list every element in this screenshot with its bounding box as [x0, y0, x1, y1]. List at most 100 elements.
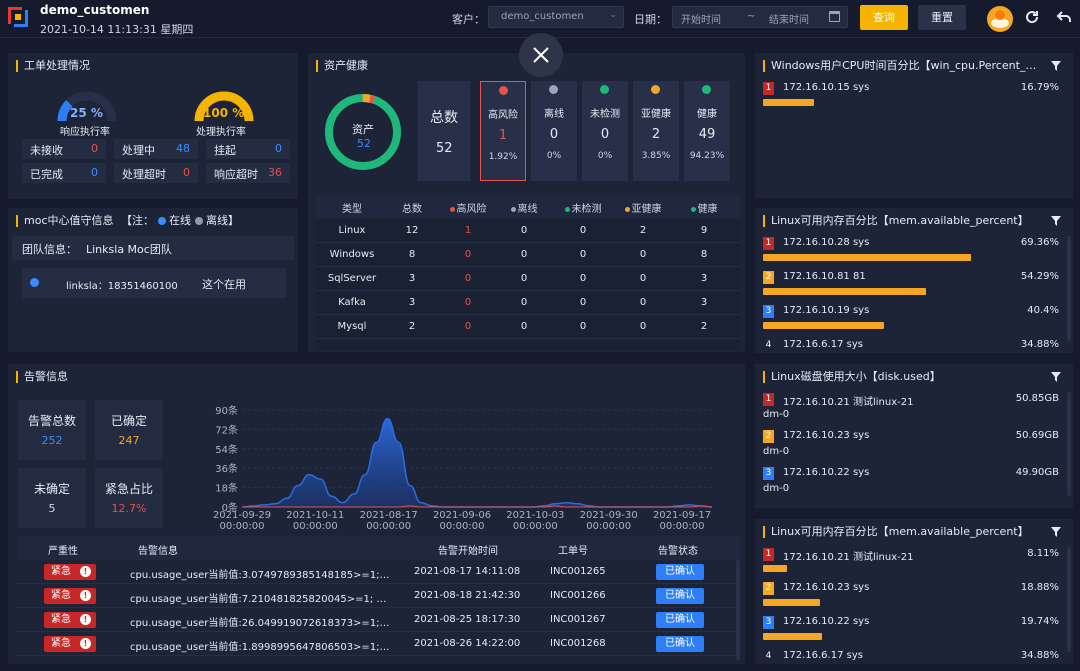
metric-panel-title: Windows用户CPU时间百分比【win_cpu.Percent_User_T…: [763, 60, 1041, 72]
oncall-member-card[interactable]: linksla：18351460100 这个在用: [22, 268, 286, 298]
ticket-stat-value: 0: [183, 166, 190, 179]
alert-area-series: [242, 418, 712, 507]
asset-table-cell: 1: [464, 225, 472, 236]
member-online-dot-icon: [30, 278, 39, 287]
customer-select[interactable]: demo_customen ⌄: [488, 6, 624, 28]
list-item[interactable]: 3 172.16.10.22 sys 49.90GB dm-0: [763, 466, 1065, 503]
alert-status-button[interactable]: 已确认: [656, 612, 704, 628]
start-date-input[interactable]: 开始时间: [681, 15, 721, 26]
ticket-number[interactable]: INC001268: [550, 638, 606, 649]
asset-table-header-label: 离线: [517, 204, 538, 215]
asset-table-cell: 0: [639, 297, 647, 308]
list-item[interactable]: 2 172.16.10.81 81 54.29%: [763, 270, 1065, 304]
rank-badge: 2: [763, 271, 774, 284]
ticket-number[interactable]: INC001265: [550, 566, 606, 577]
ticket-stat-item[interactable]: 未接收 0: [22, 139, 106, 159]
alert-stat-value: 247: [118, 434, 140, 447]
asset-table-cell: 3: [408, 273, 416, 284]
asset-status-card[interactable]: 健康 49 94.23%: [684, 81, 730, 181]
alert-stat-card[interactable]: 未确定 5: [18, 468, 86, 528]
host-name: 172.16.10.23 sys: [783, 582, 870, 593]
table-row[interactable]: Mysql 2 0 0 0 0 2: [316, 315, 740, 339]
list-item[interactable]: 3 172.16.10.22 sys 19.74%: [763, 615, 1065, 649]
metric-value: 18.88%: [1020, 582, 1059, 593]
filter-icon[interactable]: [1051, 61, 1061, 71]
table-row[interactable]: 紧急! cpu.usage_user当前值:26.049919072618373>…: [18, 608, 740, 632]
reset-button[interactable]: 重置: [918, 5, 966, 30]
y-tick-label: 36条: [215, 462, 238, 475]
ticket-stat-value: 0: [91, 166, 98, 179]
list-item[interactable]: 4 172.16.6.17 sys 34.88%: [763, 338, 1065, 353]
asset-status-card[interactable]: 离线 0 0%: [531, 81, 577, 181]
ticket-stat-label: 未接收: [30, 144, 63, 157]
refresh-icon[interactable]: [1024, 9, 1040, 25]
end-date-input[interactable]: 结束时间: [769, 15, 809, 26]
oncall-legend-offline: 离线】: [206, 214, 239, 227]
query-button[interactable]: 查询: [860, 5, 908, 30]
asset-table-cell: 0: [639, 321, 647, 332]
alert-status-button[interactable]: 已确认: [656, 564, 704, 580]
table-row[interactable]: Kafka 3 0 0 0 0 3: [316, 291, 740, 315]
oncall-legend-prefix: 【注：: [121, 214, 154, 227]
list-item[interactable]: 1 172.16.10.15 sys 16.79%: [763, 81, 1065, 115]
asset-status-card[interactable]: 未检测 0 0%: [582, 81, 628, 181]
calendar-icon: [829, 11, 840, 22]
host-name: 172.16.10.21 测试linux-21: [783, 552, 914, 563]
scrollbar[interactable]: [1067, 547, 1071, 652]
host-name: 172.16.6.17 sys: [783, 650, 863, 661]
alert-status-button[interactable]: 已确认: [656, 636, 704, 652]
metric-value: 50.69GB: [1015, 430, 1059, 441]
table-row[interactable]: 紧急! cpu.usage_user当前值:7.210481825820045>=…: [18, 584, 740, 608]
asset-donut-chart: [322, 91, 404, 173]
list-item[interactable]: 1 172.16.10.28 sys 69.36%: [763, 236, 1065, 270]
asset-table-cell: Linux: [338, 225, 366, 236]
list-item[interactable]: 1 172.16.10.21 测试linux-21 8.11%: [763, 547, 1065, 581]
alert-status-button[interactable]: 已确认: [656, 588, 704, 604]
asset-table-header-cell: 未检测: [553, 200, 613, 215]
x-tick-date: 2021-09-17: [653, 510, 711, 521]
table-row[interactable]: Linux 12 1 0 0 2 9: [316, 219, 740, 243]
alert-stat-card[interactable]: 紧急占比 12.7%: [95, 468, 163, 528]
ticket-number[interactable]: INC001266: [550, 590, 606, 601]
ticket-number[interactable]: INC001267: [550, 614, 606, 625]
ticket-stat-item[interactable]: 已完成 0: [22, 163, 106, 183]
list-item[interactable]: 1 172.16.10.21 测试linux-21 50.85GB dm-0: [763, 392, 1065, 429]
filter-icon[interactable]: [1051, 216, 1061, 226]
scrollbar[interactable]: [1067, 392, 1071, 496]
ticket-stat-item[interactable]: 挂起 0: [206, 139, 290, 159]
asset-health-panel: 资产健康 资产 52 总数 52 高风险 1 1.92% 离线 0 0% 未检测 0 0% 亚健康…: [308, 53, 745, 352]
table-row[interactable]: 紧急! cpu.usage_user当前值:1.8998995647806503>…: [18, 632, 740, 656]
list-item[interactable]: 2 172.16.10.23 sys 50.69GB dm-0: [763, 429, 1065, 466]
ticket-stat-item[interactable]: 处理中 48: [114, 139, 198, 159]
ticket-stat-value: 36: [268, 166, 282, 179]
alert-stat-label: 紧急占比: [104, 482, 153, 496]
asset-status-card[interactable]: 亚健康 2 3.85%: [633, 81, 679, 181]
alert-stat-card[interactable]: 告警总数 252: [18, 400, 86, 460]
asset-card-value: 0: [600, 127, 610, 142]
table-row[interactable]: SqlServer 3 0 0 0 0 3: [316, 267, 740, 291]
back-icon[interactable]: [1056, 9, 1072, 25]
list-item[interactable]: 3 172.16.10.19 sys 40.4%: [763, 304, 1065, 338]
alert-stat-card[interactable]: 已确定 247: [95, 400, 163, 460]
alert-info-text: cpu.usage_user当前值:3.0749789385148185>=1;…: [130, 570, 392, 581]
process-rate-label: 处理执行率: [196, 127, 246, 138]
ticket-stat-item[interactable]: 响应超时 36: [206, 163, 290, 183]
member-status: 这个在用: [202, 278, 246, 291]
table-row[interactable]: Windows 8 0 0 0 0 8: [316, 243, 740, 267]
date-range-picker[interactable]: 开始时间 ~ 结束时间: [672, 6, 848, 28]
asset-panel-title: 资产健康: [316, 60, 368, 72]
x-tick-time: 00:00:00: [586, 521, 631, 532]
ticket-stat-item[interactable]: 处理超时 0: [114, 163, 198, 183]
table-row[interactable]: 紧急! cpu.usage_user当前值:3.0749789385148185>…: [18, 560, 740, 584]
list-item[interactable]: 4 172.16.6.17 sys 34.88%: [763, 649, 1065, 664]
scrollbar[interactable]: [1067, 236, 1071, 341]
avatar[interactable]: [987, 6, 1013, 32]
response-rate-label: 响应执行率: [60, 127, 110, 138]
asset-status-card[interactable]: 高风险 1 1.92%: [480, 81, 526, 181]
filter-icon[interactable]: [1051, 372, 1061, 382]
list-item[interactable]: 2 172.16.10.23 sys 18.88%: [763, 581, 1065, 615]
close-button[interactable]: [519, 33, 563, 77]
alert-info-text: cpu.usage_user当前值:7.210481825820045>=1; …: [130, 594, 392, 605]
scrollbar[interactable]: [736, 560, 740, 660]
filter-icon[interactable]: [1051, 527, 1061, 537]
